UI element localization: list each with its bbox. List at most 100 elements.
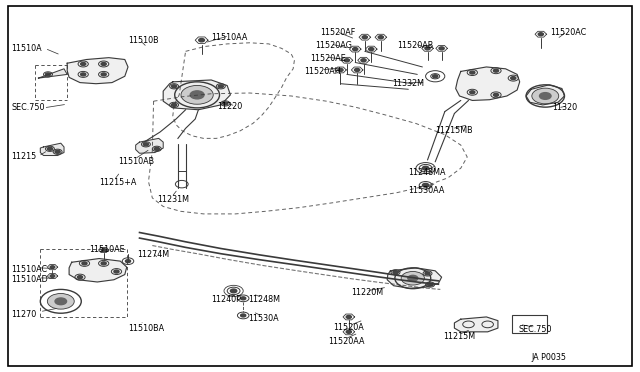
Circle shape [362,36,367,39]
Text: 11320: 11320 [552,103,577,112]
Text: 11510AA: 11510AA [211,33,248,42]
Text: 11274M: 11274M [138,250,170,259]
Text: 11270: 11270 [12,310,36,319]
Text: 11520AH: 11520AH [305,67,341,76]
Circle shape [378,36,383,39]
Polygon shape [136,138,163,153]
Text: JA P0035: JA P0035 [531,353,566,362]
Circle shape [154,147,159,150]
Circle shape [114,270,119,273]
Circle shape [393,271,398,274]
Circle shape [50,275,55,278]
Text: 11510AB: 11510AB [118,157,154,166]
Circle shape [101,248,106,251]
Polygon shape [40,143,64,155]
Text: 11510BA: 11510BA [128,324,164,333]
Circle shape [81,62,86,65]
Text: 11520A: 11520A [333,323,364,332]
Circle shape [532,88,559,104]
Circle shape [143,143,148,146]
Circle shape [493,69,499,72]
Circle shape [401,272,424,285]
Circle shape [422,166,429,170]
Polygon shape [67,58,128,84]
Circle shape [361,59,366,62]
Circle shape [198,39,205,42]
Circle shape [181,86,213,104]
Text: 11240P: 11240P [211,295,241,304]
Text: 11248M: 11248M [248,295,280,304]
Text: 11520AC: 11520AC [550,28,587,37]
Text: 11220: 11220 [218,102,243,110]
Polygon shape [38,69,67,78]
Text: 11520AE: 11520AE [310,54,346,63]
Circle shape [470,91,475,94]
Circle shape [45,73,51,76]
Circle shape [241,297,246,300]
Text: 11520AA: 11520AA [328,337,364,346]
Text: 11520AB: 11520AB [397,41,433,50]
Circle shape [425,272,430,275]
Circle shape [433,75,438,78]
Circle shape [338,68,343,71]
Text: 11510AC: 11510AC [12,265,47,274]
Circle shape [408,275,418,281]
Circle shape [81,73,86,76]
Circle shape [125,260,131,263]
Text: SEC.750: SEC.750 [12,103,45,112]
Circle shape [538,33,543,36]
Circle shape [428,283,433,286]
Circle shape [172,103,177,106]
Bar [512,315,547,333]
Circle shape [47,147,52,150]
Text: 11215MB: 11215MB [435,126,473,135]
Text: 11215M: 11215M [443,332,475,341]
Text: 11332M: 11332M [392,79,424,88]
Circle shape [344,59,349,62]
Circle shape [223,102,228,105]
Text: 11510AD: 11510AD [12,275,48,284]
Circle shape [190,91,204,99]
Circle shape [101,73,106,76]
Text: 11510A: 11510A [12,44,42,53]
Circle shape [540,93,551,99]
Circle shape [172,85,177,88]
Polygon shape [163,80,230,110]
Circle shape [346,330,351,333]
Text: 11510AE: 11510AE [90,245,125,254]
Polygon shape [69,259,127,282]
Circle shape [353,48,358,51]
Circle shape [425,47,430,50]
Circle shape [218,85,223,88]
Text: 11530A: 11530A [248,314,279,323]
Circle shape [50,266,55,269]
Circle shape [493,93,499,96]
Circle shape [101,62,106,65]
Circle shape [55,298,67,305]
Circle shape [369,48,374,51]
Text: 11231M: 11231M [157,195,189,203]
Circle shape [82,262,87,265]
Circle shape [355,68,360,71]
Circle shape [230,289,237,293]
Circle shape [346,315,351,318]
Text: 11215: 11215 [12,152,36,161]
Text: 11510B: 11510B [128,36,159,45]
Circle shape [77,276,83,279]
Circle shape [101,262,106,265]
Circle shape [470,71,475,74]
Circle shape [47,294,74,309]
Polygon shape [456,67,520,100]
Circle shape [241,314,246,317]
Circle shape [439,47,444,50]
Text: 11220M: 11220M [351,288,383,296]
Text: 11248MA: 11248MA [408,169,446,177]
Text: 11520AG: 11520AG [315,41,352,50]
Circle shape [511,77,516,80]
Circle shape [422,183,429,187]
Polygon shape [387,268,442,288]
Polygon shape [454,317,498,332]
Text: 11520AF: 11520AF [320,28,355,37]
Text: SEC.750: SEC.750 [518,325,552,334]
Text: 11215+A: 11215+A [99,178,136,187]
